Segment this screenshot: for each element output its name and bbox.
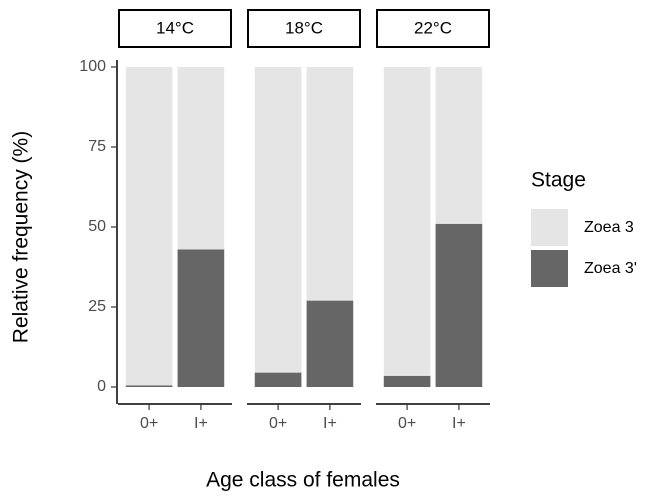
legend-label: Zoea 3: [584, 219, 634, 236]
strip: [118, 9, 232, 48]
x-tick-label: I+: [323, 415, 337, 432]
strip: [247, 9, 361, 48]
legend-title: Stage: [531, 169, 586, 192]
y-tick-label: 50: [88, 218, 106, 235]
y-tick-label: 25: [88, 298, 106, 315]
bar: [254, 372, 302, 387]
y-tick-label: 75: [88, 138, 106, 155]
bar: [306, 300, 354, 387]
bar: [435, 223, 483, 387]
x-tick-label: I+: [452, 415, 466, 432]
bar: [435, 67, 483, 224]
legend-key: [531, 209, 568, 246]
x-tick-label: I+: [194, 415, 208, 432]
strip-label: 18°C: [285, 18, 323, 37]
y-tick-label: 100: [79, 58, 106, 75]
bar: [383, 375, 431, 387]
bar: [254, 67, 302, 373]
y-tick-label: 0: [97, 378, 106, 395]
x-tick-label: 0+: [140, 415, 158, 432]
x-tick-label: 0+: [269, 415, 287, 432]
legend-label: Zoea 3': [584, 260, 637, 277]
legend-key: [531, 250, 568, 287]
y-axis-title: Relative frequency (%): [10, 131, 33, 343]
x-axis-title: Age class of females: [206, 469, 400, 492]
bar: [383, 67, 431, 376]
bar: [125, 385, 173, 387]
bar: [177, 249, 225, 387]
bar: [125, 67, 173, 386]
x-tick-label: 0+: [398, 415, 416, 432]
strip-label: 14°C: [156, 18, 194, 37]
strip: [376, 9, 490, 48]
bar: [306, 67, 354, 301]
strip-label: 22°C: [414, 18, 452, 37]
bar: [177, 67, 225, 250]
